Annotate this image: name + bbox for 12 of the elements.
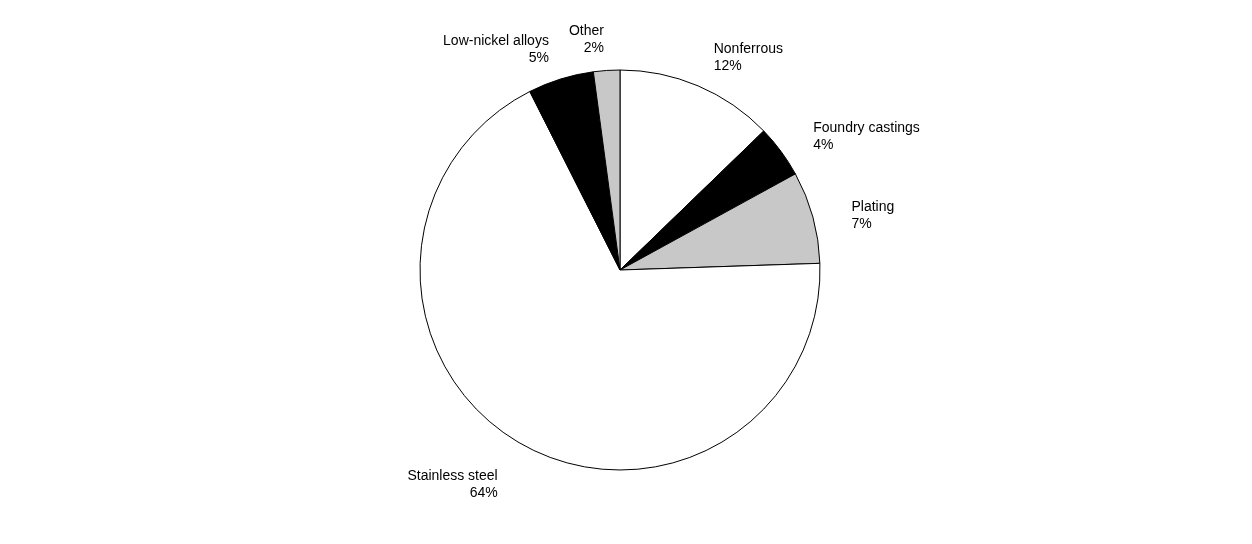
slice-label: Plating: [851, 197, 895, 214]
slice-label: Other: [568, 21, 605, 38]
data-label: 2%: [583, 38, 604, 55]
data-label: 5%: [528, 48, 549, 65]
data-label: 7%: [851, 214, 872, 231]
slice-label: Stainless steel: [407, 467, 498, 484]
slice-label: Nonferrous: [713, 40, 783, 57]
data-label: 64%: [469, 484, 498, 501]
slice-label: Foundry castings: [813, 118, 920, 135]
data-label: 4%: [813, 135, 834, 152]
slice-label: Low-nickel alloys: [443, 31, 549, 48]
data-label: 12%: [713, 57, 742, 74]
